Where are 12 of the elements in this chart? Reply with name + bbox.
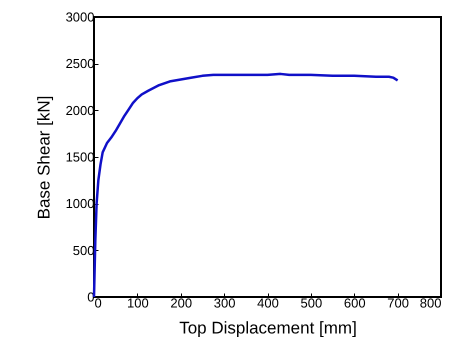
x-tick-label: 200	[170, 296, 192, 310]
line-series	[92, 72, 399, 298]
y-axis-title: Base Shear [kN]	[34, 96, 54, 220]
x-tick-label: 400	[257, 296, 279, 310]
x-tick-label: 100	[127, 296, 149, 310]
y-tick-label: 3000	[66, 10, 94, 24]
x-axis-title: Top Displacement [mm]	[179, 318, 357, 338]
x-tick-label: 600	[344, 296, 366, 310]
x-tick-label: 500	[300, 296, 322, 310]
x-tick-label: 800	[420, 296, 442, 310]
x-tick-label: 300	[214, 296, 236, 310]
x-tick-label: 700	[387, 296, 409, 310]
